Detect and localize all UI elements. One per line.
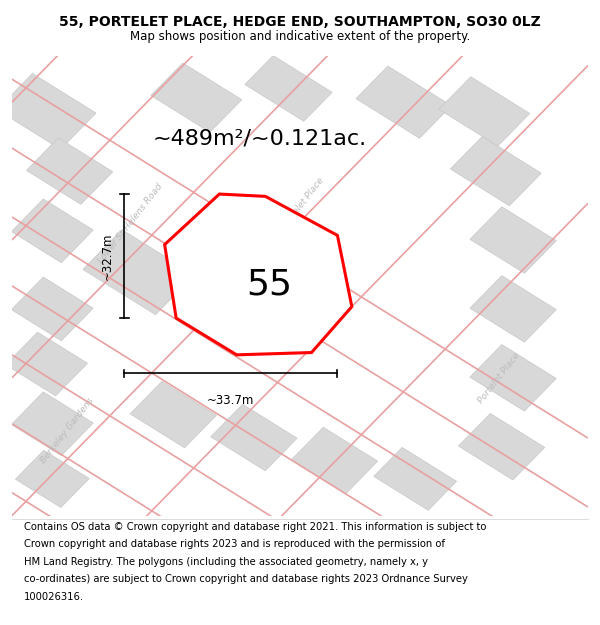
Polygon shape [151,63,242,132]
Polygon shape [16,450,89,508]
Polygon shape [470,276,556,342]
Text: Berkeley Gardens: Berkeley Gardens [38,396,95,465]
Text: Portelet Place: Portelet Place [280,176,325,231]
Text: Contains OS data © Crown copyright and database right 2021. This information is : Contains OS data © Crown copyright and d… [24,522,487,532]
Polygon shape [245,56,332,121]
Text: ~32.7m: ~32.7m [101,232,114,280]
Polygon shape [439,77,530,146]
Text: co-ordinates) are subject to Crown copyright and database rights 2023 Ordnance S: co-ordinates) are subject to Crown copyr… [24,574,468,584]
Polygon shape [451,136,541,206]
Text: ~33.7m: ~33.7m [207,394,254,407]
Polygon shape [470,344,556,411]
Text: Crown copyright and database rights 2023 and is reproduced with the permission o: Crown copyright and database rights 2023… [24,539,445,549]
Text: ~489m²/~0.121ac.: ~489m²/~0.121ac. [152,129,367,149]
Polygon shape [292,428,378,494]
Text: 100026316.: 100026316. [24,592,84,602]
Polygon shape [83,229,194,315]
Polygon shape [0,74,96,149]
Polygon shape [11,199,93,262]
Text: Lower St Helens Road: Lower St Helens Road [96,182,164,266]
Polygon shape [11,392,93,456]
Polygon shape [164,194,352,355]
Polygon shape [470,207,556,273]
Polygon shape [374,448,457,511]
Polygon shape [26,138,113,204]
Text: 55: 55 [247,268,292,301]
Text: Portelet Place: Portelet Place [476,351,521,405]
Polygon shape [5,332,88,396]
Polygon shape [458,414,545,480]
Polygon shape [11,277,93,341]
Polygon shape [211,404,297,471]
Text: HM Land Registry. The polygons (including the associated geometry, namely x, y: HM Land Registry. The polygons (includin… [24,557,428,567]
Polygon shape [130,381,217,448]
Text: Map shows position and indicative extent of the property.: Map shows position and indicative extent… [130,30,470,42]
Polygon shape [356,66,451,138]
Text: 55, PORTELET PLACE, HEDGE END, SOUTHAMPTON, SO30 0LZ: 55, PORTELET PLACE, HEDGE END, SOUTHAMPT… [59,15,541,29]
